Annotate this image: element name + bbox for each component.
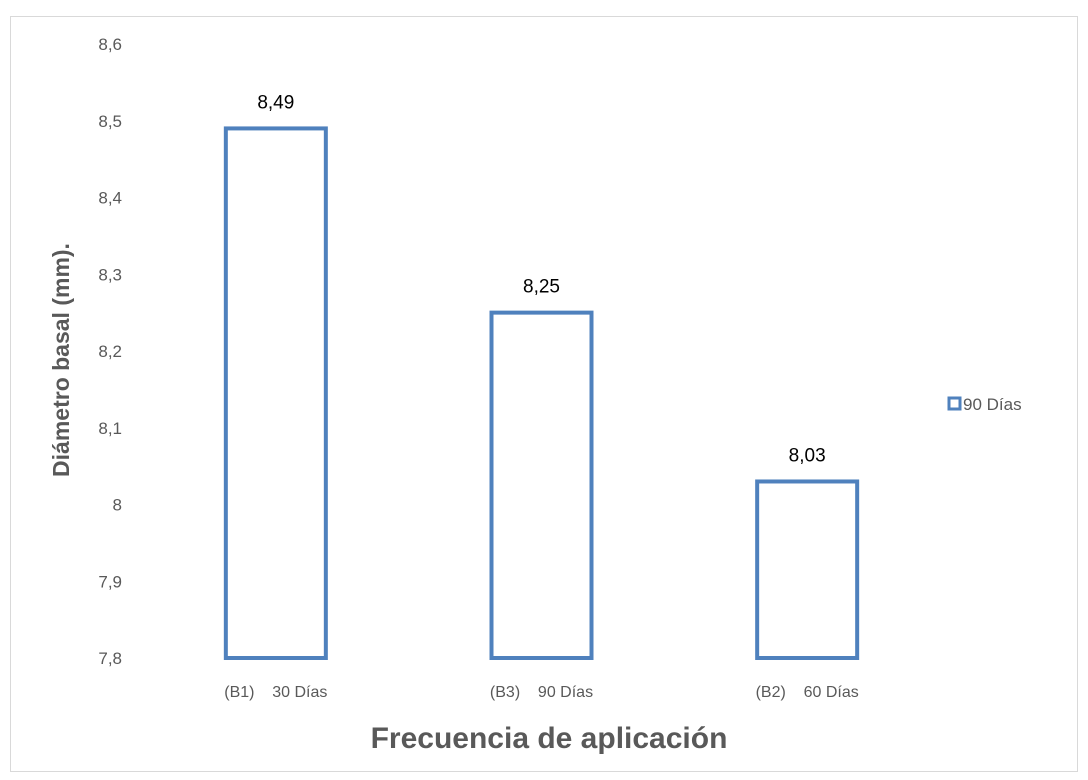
data-labels: 8,49 8,25 8,03 (257, 92, 825, 466)
y-tick-label: 8 (113, 496, 122, 515)
x-axis-categories: (B1) 30 Días (B3) 90 Días (B2) 60 Días (224, 684, 858, 701)
y-tick-label: 7,9 (98, 572, 122, 591)
bar (223, 126, 328, 661)
y-tick-label: 8,3 (98, 265, 122, 284)
legend-swatch (947, 396, 962, 411)
bars (223, 126, 860, 661)
x-axis-title: Frecuencia de aplicación (371, 722, 728, 755)
y-tick-label: 8,5 (98, 112, 122, 131)
x-tick-label: (B2) 60 Días (756, 684, 859, 701)
bar (489, 310, 594, 660)
chart-frame (10, 16, 1078, 772)
y-tick-label: 7,8 (98, 649, 122, 668)
bar (755, 479, 860, 660)
y-tick-label: 8,4 (98, 189, 122, 208)
x-tick-label: (B1) 30 Días (224, 684, 327, 701)
x-tick-label: (B3) 90 Días (490, 684, 593, 701)
y-tick-label: 8,1 (98, 419, 122, 438)
data-label: 8,03 (789, 445, 826, 466)
y-tick-label: 8,2 (98, 342, 122, 361)
data-label: 8,25 (523, 277, 560, 298)
legend: 90 Días (947, 395, 1022, 414)
y-tick-label: 8,6 (98, 35, 122, 54)
data-label: 8,49 (257, 92, 294, 113)
legend-label: 90 Días (963, 395, 1022, 414)
y-axis-title: Diámetro basal (mm). (48, 243, 74, 477)
y-axis-ticks: 7,8 7,9 8 8,1 8,2 8,3 8,4 8,5 8,6 (98, 35, 122, 668)
